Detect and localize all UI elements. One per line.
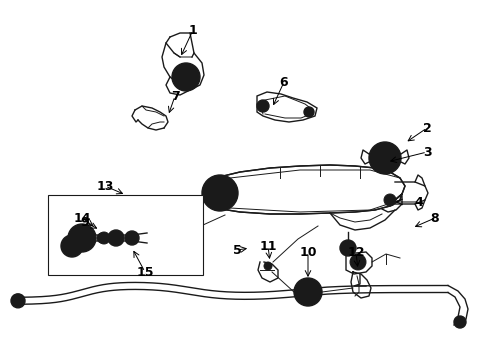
Text: 13: 13	[97, 180, 114, 193]
Circle shape	[98, 232, 110, 244]
Text: 6: 6	[280, 76, 288, 89]
Circle shape	[345, 245, 351, 251]
Circle shape	[179, 70, 193, 84]
Circle shape	[369, 142, 401, 174]
Circle shape	[61, 235, 83, 257]
Circle shape	[305, 289, 311, 295]
Text: 15: 15	[136, 266, 154, 279]
Circle shape	[210, 183, 230, 203]
Circle shape	[294, 278, 322, 306]
Circle shape	[301, 285, 315, 299]
Text: 2: 2	[423, 122, 431, 135]
Text: 1: 1	[189, 23, 197, 36]
Circle shape	[384, 194, 396, 206]
Circle shape	[112, 234, 120, 242]
Circle shape	[183, 74, 189, 80]
Text: 9: 9	[81, 216, 89, 229]
Circle shape	[67, 241, 77, 251]
Circle shape	[202, 175, 238, 211]
Circle shape	[15, 298, 21, 304]
Text: 5: 5	[233, 243, 242, 257]
Circle shape	[454, 316, 466, 328]
Text: 8: 8	[431, 212, 440, 225]
Text: 12: 12	[347, 246, 365, 258]
Circle shape	[216, 189, 224, 197]
Polygon shape	[257, 92, 317, 122]
Bar	[48, 195, 203, 275]
Circle shape	[257, 100, 269, 112]
Circle shape	[264, 262, 272, 270]
Polygon shape	[346, 252, 372, 274]
Circle shape	[350, 254, 366, 270]
Text: 10: 10	[299, 246, 317, 258]
Text: 7: 7	[171, 90, 179, 103]
Circle shape	[376, 149, 394, 167]
Circle shape	[97, 233, 107, 243]
Circle shape	[111, 233, 121, 243]
Circle shape	[68, 224, 96, 252]
Circle shape	[125, 231, 139, 245]
Text: 4: 4	[415, 195, 423, 208]
Circle shape	[340, 240, 356, 256]
Circle shape	[75, 231, 89, 245]
Text: 11: 11	[259, 239, 277, 252]
Circle shape	[11, 294, 25, 308]
Circle shape	[381, 154, 389, 162]
Circle shape	[172, 63, 200, 91]
Circle shape	[108, 230, 124, 246]
Text: 3: 3	[423, 145, 431, 158]
Circle shape	[129, 235, 135, 241]
Polygon shape	[215, 165, 405, 214]
Text: 14: 14	[73, 212, 91, 225]
Circle shape	[304, 107, 314, 117]
